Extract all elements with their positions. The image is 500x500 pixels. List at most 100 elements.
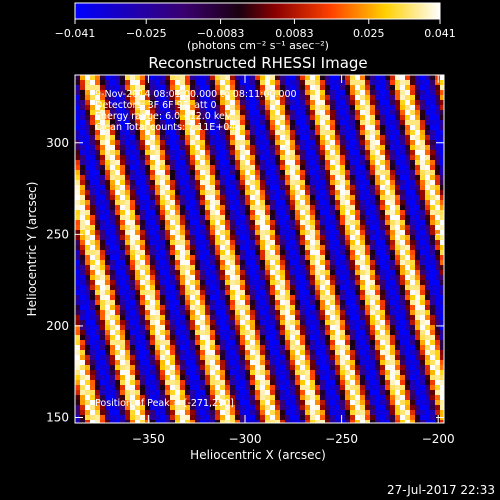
heatmap-cell xyxy=(325,390,331,396)
heatmap-cell xyxy=(85,105,91,111)
heatmap-cell xyxy=(180,290,186,296)
heatmap-cell xyxy=(80,205,86,211)
heatmap-cell xyxy=(440,105,444,111)
heatmap-cell xyxy=(370,315,376,321)
heatmap-cell xyxy=(235,100,241,106)
heatmap-cell xyxy=(120,295,126,301)
heatmap-cell xyxy=(430,190,436,196)
heatmap-cell xyxy=(295,325,301,331)
heatmap-cell xyxy=(140,345,146,351)
heatmap-cell xyxy=(380,85,386,91)
heatmap-cell xyxy=(395,255,401,261)
heatmap-cell xyxy=(430,125,436,131)
heatmap-cell xyxy=(280,75,286,81)
heatmap-cell xyxy=(155,230,161,236)
heatmap-cell xyxy=(295,90,301,96)
heatmap-cell xyxy=(100,355,106,361)
heatmap-cell xyxy=(335,215,341,221)
heatmap-cell xyxy=(220,130,226,136)
heatmap-cell xyxy=(260,85,266,91)
heatmap-cell xyxy=(220,395,226,401)
heatmap-cell xyxy=(195,265,201,271)
heatmap-cell xyxy=(110,110,116,116)
heatmap-cell xyxy=(340,125,346,131)
heatmap-cell xyxy=(95,360,101,366)
heatmap-cell xyxy=(155,350,161,356)
heatmap-cell xyxy=(210,285,216,291)
heatmap-cell xyxy=(115,155,121,161)
heatmap-cell xyxy=(380,110,386,116)
heatmap-cell xyxy=(280,310,286,316)
heatmap-cell xyxy=(225,395,231,401)
heatmap-cell xyxy=(225,275,231,281)
heatmap-cell xyxy=(340,135,346,141)
heatmap-cell xyxy=(195,270,201,276)
heatmap-cell xyxy=(435,240,441,246)
heatmap-cell xyxy=(275,145,281,151)
heatmap-cell xyxy=(160,180,166,186)
heatmap-cell xyxy=(320,365,326,371)
heatmap-cell xyxy=(335,240,341,246)
heatmap-cell xyxy=(255,385,261,391)
heatmap-cell xyxy=(420,345,426,351)
heatmap-cell xyxy=(340,245,346,251)
heatmap-cell xyxy=(225,260,231,266)
heatmap-cell xyxy=(135,290,141,296)
heatmap-cell xyxy=(420,290,426,296)
heatmap-cell xyxy=(415,95,421,101)
heatmap-cell xyxy=(95,100,101,106)
heatmap-cell xyxy=(345,315,351,321)
heatmap-cell xyxy=(365,190,371,196)
heatmap-cell xyxy=(340,345,346,351)
heatmap-cell xyxy=(125,305,131,311)
heatmap-cell xyxy=(405,205,411,211)
heatmap-cell xyxy=(285,145,291,151)
heatmap-cell xyxy=(130,85,136,91)
heatmap-cell xyxy=(415,245,421,251)
heatmap-cell xyxy=(110,270,116,276)
heatmap-cell xyxy=(400,365,406,371)
heatmap-cell xyxy=(90,245,96,251)
heatmap-cell xyxy=(200,105,206,111)
heatmap-cell xyxy=(325,120,331,126)
heatmap-cell xyxy=(435,100,441,106)
heatmap-cell xyxy=(365,145,371,151)
heatmap-cell xyxy=(75,170,81,176)
heatmap-cell xyxy=(380,145,386,151)
heatmap-cell xyxy=(250,240,256,246)
heatmap-cell xyxy=(435,290,441,296)
heatmap-cell xyxy=(235,150,241,156)
heatmap-cell xyxy=(240,360,246,366)
heatmap-cell xyxy=(195,405,201,411)
heatmap-cell xyxy=(220,80,226,86)
heatmap-cell xyxy=(120,170,126,176)
heatmap-cell xyxy=(300,295,306,301)
heatmap-cell xyxy=(115,335,121,341)
heatmap-cell xyxy=(265,90,271,96)
heatmap-cell xyxy=(355,225,361,231)
heatmap-cell xyxy=(435,170,441,176)
heatmap-cell xyxy=(405,335,411,341)
heatmap-cell xyxy=(405,325,411,331)
heatmap-cell xyxy=(370,90,376,96)
heatmap-cell xyxy=(440,170,444,176)
heatmap-cell xyxy=(120,300,126,306)
heatmap-cell xyxy=(310,345,316,351)
heatmap-cell xyxy=(240,255,246,261)
heatmap-cell xyxy=(435,190,441,196)
heatmap-cell xyxy=(215,105,221,111)
heatmap-cell xyxy=(425,375,431,381)
heatmap-cell xyxy=(400,360,406,366)
heatmap-cell xyxy=(130,220,136,226)
heatmap-cell xyxy=(435,115,441,121)
heatmap-cell xyxy=(270,390,276,396)
heatmap-cell xyxy=(425,285,431,291)
heatmap-cell xyxy=(345,370,351,376)
heatmap-cell xyxy=(220,205,226,211)
heatmap-cell xyxy=(215,360,221,366)
heatmap-cell xyxy=(180,230,186,236)
heatmap-cell xyxy=(240,300,246,306)
heatmap-cell xyxy=(295,130,301,136)
heatmap-cell xyxy=(430,165,436,171)
heatmap-cell xyxy=(295,280,301,286)
